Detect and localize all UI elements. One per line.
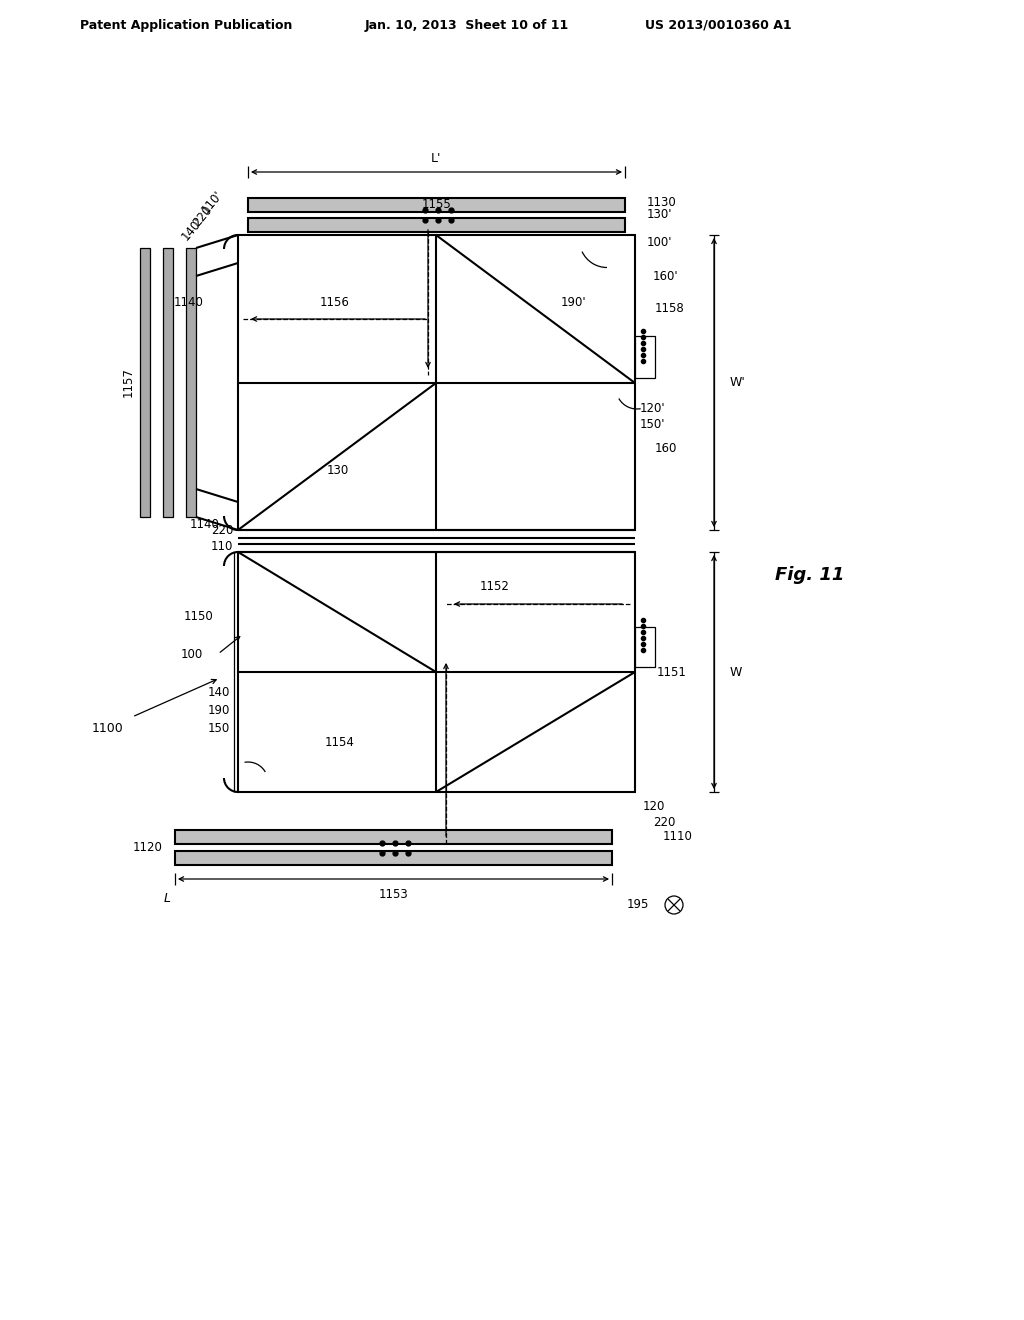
Bar	[635, 627, 655, 667]
Text: 220: 220	[653, 816, 676, 829]
Bar	[175, 851, 612, 865]
Text: 1100: 1100	[92, 722, 124, 734]
Text: 100': 100'	[647, 235, 673, 248]
Bar	[238, 552, 635, 792]
Text: 1153: 1153	[379, 887, 409, 900]
Text: 190: 190	[208, 704, 230, 717]
Text: Patent Application Publication: Patent Application Publication	[80, 18, 293, 32]
Text: 120': 120'	[640, 401, 666, 414]
Text: L: L	[164, 892, 171, 906]
Text: 120: 120	[643, 800, 666, 813]
Text: W': W'	[730, 376, 745, 389]
Text: US 2013/0010360 A1: US 2013/0010360 A1	[645, 18, 792, 32]
Text: 1157: 1157	[122, 367, 134, 397]
Text: 1151: 1151	[657, 665, 687, 678]
Text: 140': 140'	[178, 215, 205, 243]
Text: 1140: 1140	[190, 519, 220, 532]
Text: L': L'	[431, 152, 441, 165]
Bar	[140, 248, 150, 517]
Text: 150: 150	[208, 722, 230, 734]
Text: 130': 130'	[647, 207, 673, 220]
Text: 1120: 1120	[133, 841, 163, 854]
Text: 110: 110	[211, 540, 233, 553]
Text: 150': 150'	[640, 418, 666, 432]
Bar	[186, 248, 196, 517]
Text: 1140: 1140	[174, 296, 204, 309]
Text: 1110: 1110	[663, 830, 693, 843]
Text: 190': 190'	[560, 297, 586, 309]
Bar	[248, 198, 625, 213]
Text: 1152: 1152	[480, 579, 510, 593]
Text: 1154: 1154	[325, 735, 355, 748]
Bar	[175, 830, 612, 843]
Bar	[163, 248, 173, 517]
Text: 1150: 1150	[183, 610, 213, 623]
Bar	[238, 235, 635, 531]
Bar	[248, 218, 625, 232]
Text: 1130: 1130	[647, 195, 677, 209]
Text: 100: 100	[181, 648, 203, 660]
Text: 220: 220	[190, 203, 215, 228]
Text: Fig. 11: Fig. 11	[775, 566, 845, 583]
Text: 1156: 1156	[319, 297, 350, 309]
Text: 220: 220	[211, 524, 233, 536]
Text: Jan. 10, 2013  Sheet 10 of 11: Jan. 10, 2013 Sheet 10 of 11	[365, 18, 569, 32]
Bar	[635, 337, 655, 378]
Text: 1155: 1155	[422, 198, 452, 211]
Text: 110': 110'	[199, 187, 225, 216]
Text: 130: 130	[327, 465, 349, 478]
Text: 140: 140	[208, 685, 230, 698]
Text: 160: 160	[655, 441, 677, 454]
Text: 1158: 1158	[655, 301, 685, 314]
Text: W: W	[730, 665, 742, 678]
Text: 160': 160'	[653, 271, 679, 284]
Text: 195: 195	[627, 899, 649, 912]
